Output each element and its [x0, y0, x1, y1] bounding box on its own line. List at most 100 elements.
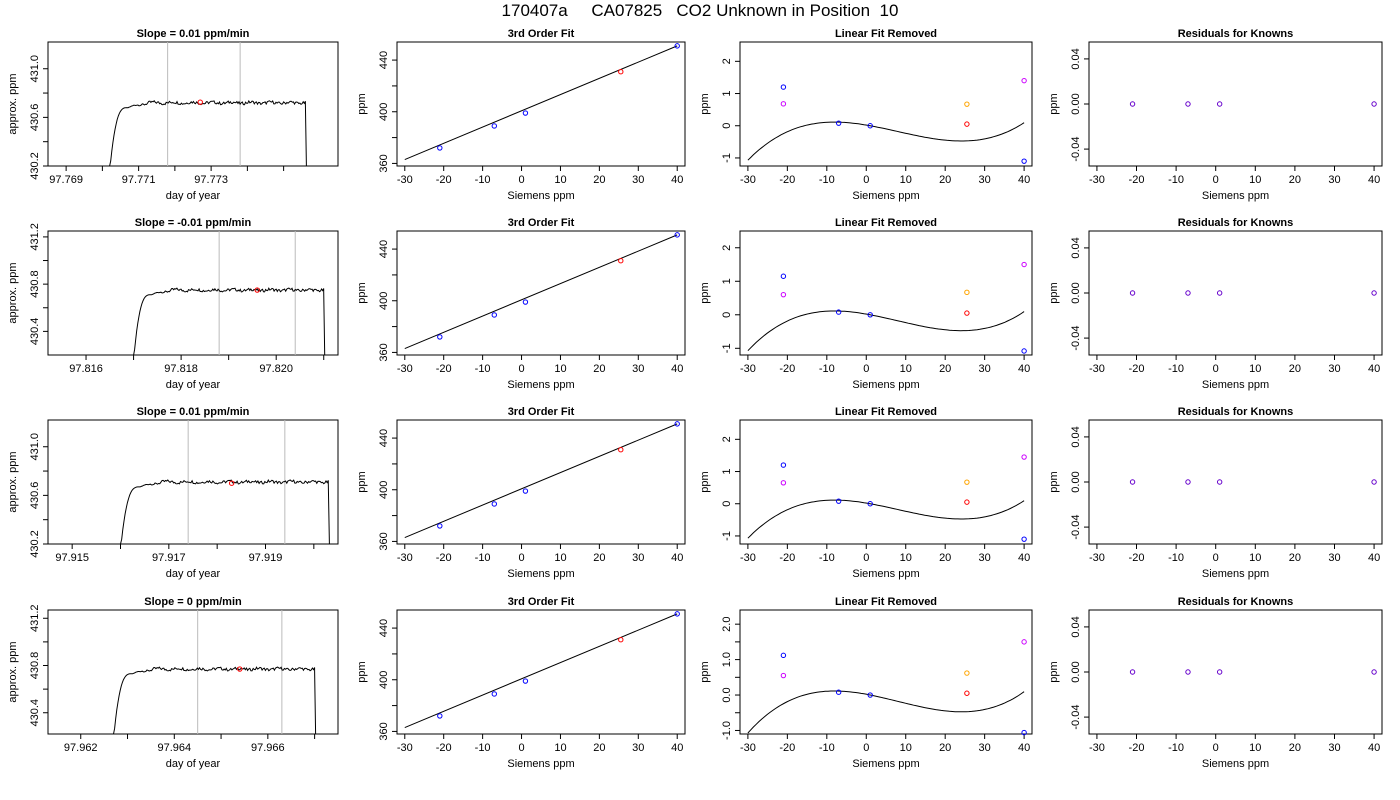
panel-1-2-frame [396, 41, 686, 167]
panel-3-3-xtick-label: -20 [779, 552, 795, 564]
panel-3-1-xtick-label: 97.917 [152, 552, 186, 564]
panel-2-2-ytick-label: 400 [378, 292, 390, 310]
panel-1-3-xlabel: Siemens ppm [852, 190, 919, 202]
panel-3-4-data-point [1216, 479, 1223, 485]
panel-2-2-data-point [674, 232, 680, 238]
panel-2-4-xtick-label: 20 [1289, 363, 1301, 375]
panel-3-2-data-point [674, 421, 680, 427]
panel-2-3-data-point [964, 289, 970, 296]
panel-1-3-data-point [1021, 77, 1027, 84]
panel-3-2-data-point [491, 501, 497, 507]
panel-4-3-xtick-label: -10 [819, 742, 835, 754]
panel-1-1-trace [109, 99, 307, 167]
panel-1-4-data-point [1216, 101, 1223, 107]
panel-1-3-fit-curve [747, 121, 1025, 161]
panel-4-3-data-point [964, 670, 970, 676]
panel-4-3-data-point [835, 689, 842, 695]
panel-2-1-title: Slope = -0.01 ppm/min [135, 217, 252, 229]
panel-2-4-xtick-label: 30 [1328, 363, 1340, 375]
panel-1-2-xtick-label: -20 [436, 174, 452, 186]
panel-4-4-ytick-label: -0.04 [1070, 705, 1082, 730]
panel-1-1-xtick-label: 97.773 [194, 174, 228, 186]
panel-1-3-xtick-label: 30 [979, 174, 991, 186]
panel-1-4-xtick-label: 0 [1213, 174, 1219, 186]
panel-2-1-ytick-label: 430.8 [29, 270, 41, 298]
panel-3-2-xtick-label: 40 [671, 552, 683, 564]
panel-3-2-xtick-label: 10 [554, 552, 566, 564]
panel-4-4-xtick-label: -10 [1168, 742, 1184, 754]
panel-1-4-ytick-label: -0.04 [1070, 137, 1082, 162]
panel-2-1-xtick-label: 97.816 [69, 363, 103, 375]
panel-1-2-xtick-label: -10 [475, 174, 491, 186]
panel-3-4-ytick-label: 0.04 [1070, 426, 1082, 447]
panel-2-4-data-point [1216, 290, 1223, 296]
panel-2-1-trace [133, 287, 326, 356]
panel-4-2-xtick-label: 20 [593, 742, 605, 754]
panel-2-3-xtick-label: 40 [1018, 363, 1030, 375]
panel-3-3-data-point [964, 499, 970, 505]
panel-3-4-ytick-label: -0.04 [1070, 515, 1082, 540]
panel-2-4-xtick-label: -10 [1168, 363, 1184, 375]
panel-2-3-data-point [835, 309, 842, 315]
panel-4-1-xtick-label: 97.966 [251, 742, 285, 754]
panel-3-3-data-point [835, 498, 842, 504]
panel-4-3-xtick-label: 0 [863, 742, 869, 754]
panel-4-4-title: Residuals for Knowns [1178, 596, 1294, 608]
panel-2-2-xtick-label: -20 [436, 363, 452, 375]
panel-1-3-ytick-label: 0 [721, 123, 733, 129]
panel-1-2-data-point [437, 145, 443, 151]
panel-3-3-xtick-label: 20 [939, 552, 951, 564]
panel-3-2-data-point [437, 523, 443, 529]
panel-2-2-xtick-label: 10 [554, 363, 566, 375]
panel-4-3-xtick-label: 40 [1018, 742, 1030, 754]
panel-4-4-data-point [1129, 669, 1136, 675]
panel-3-2-data-point [522, 488, 529, 494]
panel-2-1-frame [47, 230, 339, 356]
panel-4-2-ytick-label: 400 [378, 671, 390, 689]
panel-3-4-xtick-label: -10 [1168, 552, 1184, 564]
panel-1-3-xtick-label: -20 [779, 174, 795, 186]
panel-4-3-xtick-label: -30 [740, 742, 756, 754]
panel-2-1-ytick-label: 430.4 [29, 318, 41, 346]
panel-1-4-ytick-label: 0.00 [1070, 93, 1082, 114]
panel-2-3-xlabel: Siemens ppm [852, 379, 919, 391]
panel-3-2-frame [396, 419, 686, 545]
panel-4-2-xtick-label: -10 [475, 742, 491, 754]
panel-1-2-ytick-label: 440 [378, 51, 390, 69]
panel-2-4-ytick-label: -0.04 [1070, 326, 1082, 351]
panel-4-3-ytick-label: 0.0 [721, 687, 733, 702]
panel-1-3-data-point [867, 123, 873, 129]
panel-1-3-xtick-label: -10 [819, 174, 835, 186]
panel-2-4-title: Residuals for Knowns [1178, 217, 1294, 229]
panel-4-2-data-point [674, 611, 680, 617]
panel-4-3-fit-curve [747, 690, 1025, 734]
panel-2-3-xtick-label: -20 [779, 363, 795, 375]
panel-3-4-xtick-label: 20 [1289, 552, 1301, 564]
panel-1-4-xtick-label: -30 [1089, 174, 1105, 186]
panel-2-4-data-point [1129, 290, 1136, 296]
panel-2-3-xtick-label: 20 [939, 363, 951, 375]
panel-2-3-xtick-label: -30 [740, 363, 756, 375]
panel-4-1-ytick-label: 430.8 [29, 652, 41, 680]
panel-1-2-ytick-label: 400 [378, 103, 390, 121]
panel-1-1-ytick-label: 430.2 [29, 152, 41, 180]
panel-1-2-xtick-label: 30 [632, 174, 644, 186]
panel-1-4-data-point [1185, 101, 1191, 107]
panel-3-2-xtick-label: 0 [518, 552, 524, 564]
panel-3-2-xtick-label: 20 [593, 552, 605, 564]
panel-1-4-data-point [1371, 101, 1377, 107]
panel-3-1-ytick-label: 430.2 [29, 530, 41, 558]
panel-4-3-ytick-label: 2.0 [721, 617, 733, 632]
panel-1-4-title: Residuals for Knowns [1178, 28, 1294, 40]
panel-3-3-fit-curve [747, 499, 1025, 539]
panel-2-2-data-point [618, 258, 624, 264]
panel-1-2-title: 3rd Order Fit [508, 28, 575, 40]
panel-2-1-xtick-label: 97.818 [164, 363, 198, 375]
panel-3-2-xtick-label: -30 [397, 552, 413, 564]
panel-1-1-marker-point [197, 99, 203, 105]
panel-2-2-xtick-label: 40 [671, 363, 683, 375]
panel-2-2-fit-line [404, 234, 678, 350]
panel-2-3-xtick-label: 30 [979, 363, 991, 375]
panel-4-2-data-point [618, 637, 624, 643]
